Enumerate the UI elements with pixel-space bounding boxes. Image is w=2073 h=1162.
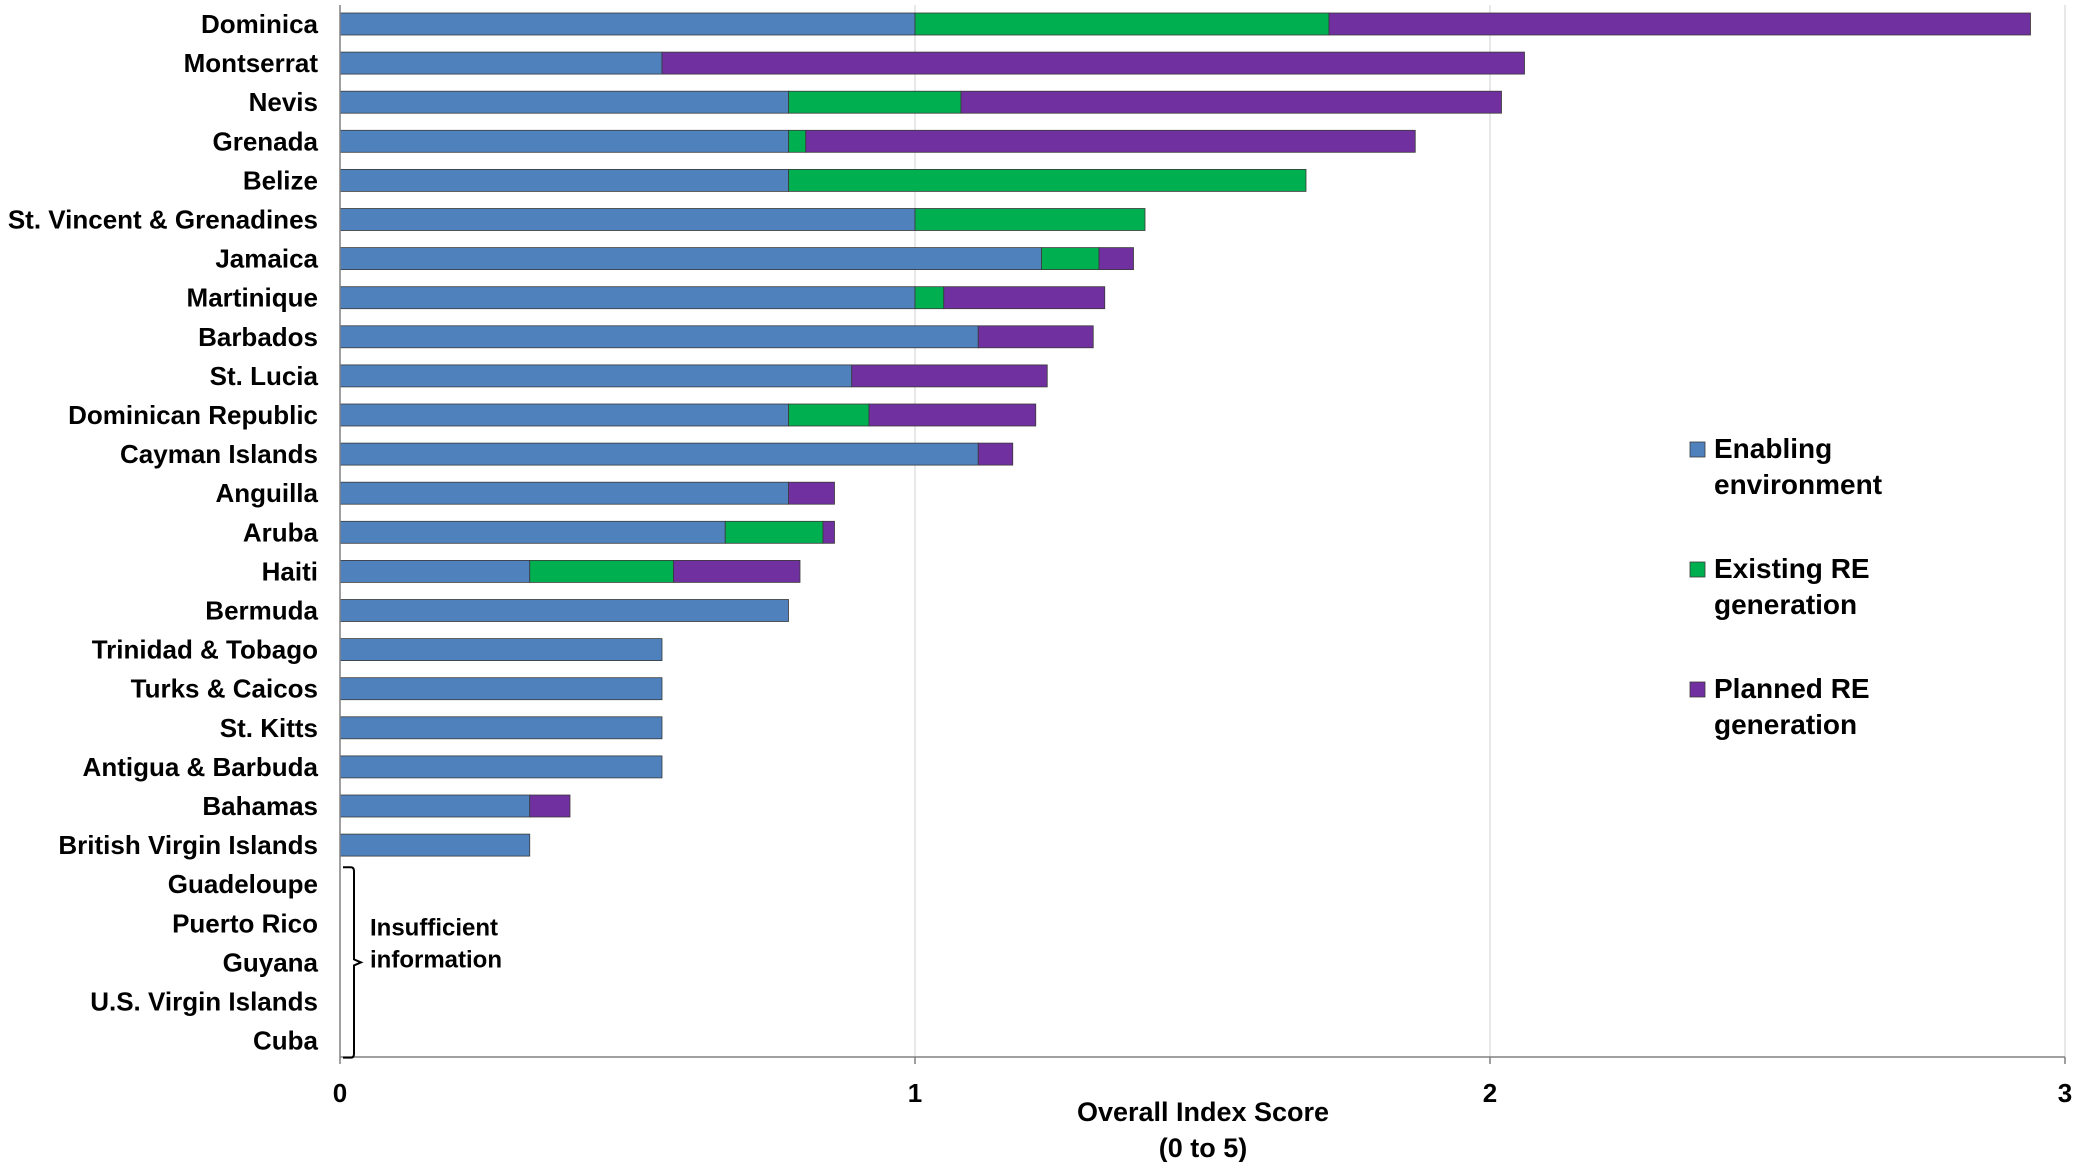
bar-segment [339, 286, 916, 310]
bar-segment [339, 247, 1042, 271]
category-label: Martinique [187, 283, 318, 313]
category-label: Guyana [223, 947, 319, 977]
legend-swatch [1689, 441, 1706, 458]
bar-segment [788, 403, 870, 427]
category-label: Puerto Rico [172, 908, 318, 938]
category-label: Aruba [243, 517, 319, 547]
bar-segment [339, 716, 663, 740]
bars [339, 12, 2031, 857]
category-label: U.S. Virgin Islands [90, 987, 318, 1017]
category-label: Grenada [213, 126, 319, 156]
category-labels: Dominica Montserrat Nevis Grenada Belize St. … [8, 9, 319, 1056]
bar-segment [788, 90, 962, 114]
category-label: Cayman Islands [120, 439, 318, 469]
bar-segment [943, 286, 1106, 310]
annotation-text: Insufficient information [370, 914, 502, 973]
bar-segment [339, 90, 789, 114]
legend-label: Enabling environment [1714, 433, 1882, 500]
bar-segment [339, 755, 663, 779]
x-tick-labels: 0 1 2 3 [333, 1078, 2072, 1108]
insufficient-info-annotation: Insufficient information [343, 866, 502, 1059]
bar-segment [339, 677, 663, 701]
bar-segment [339, 442, 979, 466]
bar-segment [529, 794, 571, 818]
bar-segment [339, 51, 663, 75]
bar-segment [339, 638, 663, 661]
category-label: Montserrat [184, 48, 319, 78]
category-label: Dominican Republic [68, 400, 318, 430]
category-label: Belize [243, 165, 318, 195]
bar-segment [339, 364, 853, 388]
bar-segment [339, 208, 916, 231]
category-label: Antigua & Barbuda [83, 752, 319, 782]
category-label: St. Vincent & Grenadines [8, 205, 318, 235]
bar-segment [339, 481, 789, 505]
x-tick-label: 0 [333, 1078, 347, 1108]
category-label: Turks & Caicos [131, 674, 318, 704]
bar-segment [1098, 247, 1134, 271]
bar-segment [339, 794, 531, 818]
bar-segment [914, 208, 1146, 231]
category-label: St. Lucia [210, 361, 319, 391]
bar-segment [788, 168, 1307, 192]
bar-segment [529, 560, 674, 583]
bar-segment [339, 129, 789, 153]
category-label: St. Kitts [220, 713, 318, 743]
category-label: Bermuda [205, 596, 318, 626]
bar-segment [788, 481, 835, 505]
category-label: Nevis [249, 87, 318, 117]
category-label: Jamaica [215, 244, 318, 274]
bar-segment [339, 168, 789, 192]
bar-segment [339, 403, 789, 427]
legend-swatch [1689, 681, 1706, 698]
category-label: Barbados [198, 322, 318, 352]
bar-segment [960, 90, 1502, 114]
bar-segment [977, 442, 1014, 466]
legend-swatch [1689, 561, 1706, 578]
x-tick-label: 1 [908, 1078, 922, 1108]
bar-segment [788, 129, 807, 153]
bar-segment [339, 599, 789, 622]
category-label: British Virgin Islands [58, 830, 318, 860]
category-label: Trinidad & Tobago [92, 635, 318, 665]
bar-segment [339, 560, 531, 583]
bracket [343, 866, 364, 1059]
legend-label: Planned RE generation [1714, 673, 1870, 740]
axes [339, 5, 2066, 1064]
category-label: Cuba [253, 1026, 319, 1056]
bar-segment [914, 286, 945, 310]
bar-segment [822, 520, 835, 544]
gridlines [914, 5, 2066, 1057]
legend: Enabling environment Existing RE generation… [1689, 433, 1882, 740]
bar-segment [1328, 12, 2031, 36]
bar-segment [868, 403, 1037, 427]
category-label: Anguilla [215, 478, 318, 508]
bar-segment [661, 51, 1525, 75]
category-label: Dominica [201, 9, 319, 39]
x-tick-label: 2 [1483, 1078, 1497, 1108]
bar-segment [914, 12, 1330, 36]
category-label: Haiti [262, 556, 318, 586]
bar-segment [977, 325, 1094, 349]
bar-segment [851, 364, 1048, 388]
bar-segment [339, 325, 979, 349]
bar-segment [1041, 247, 1100, 271]
bar-segment [339, 12, 916, 36]
bar-segment [805, 129, 1416, 153]
x-axis-title: Overall Index Score (0 to 5) [1077, 1097, 1329, 1162]
legend-label: Existing RE generation [1714, 553, 1870, 620]
bar-segment [673, 560, 801, 583]
bar-segment [339, 833, 531, 857]
category-label: Guadeloupe [168, 869, 318, 899]
x-tick-label: 3 [2058, 1078, 2072, 1108]
bar-segment [339, 520, 726, 544]
bar-segment [724, 520, 824, 544]
category-label: Bahamas [202, 791, 318, 821]
